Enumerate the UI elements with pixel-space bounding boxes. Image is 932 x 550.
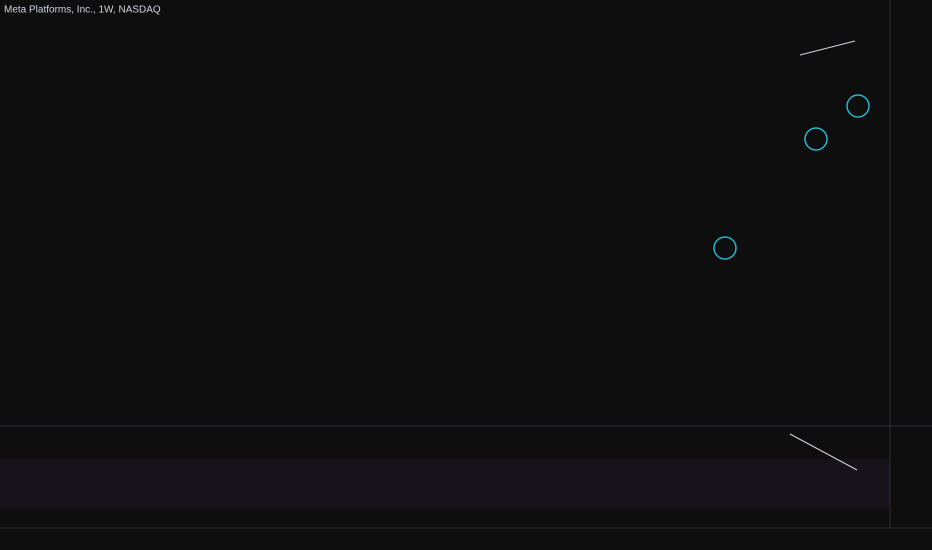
rsi-trend-line [789, 433, 858, 471]
annotation-circle [846, 94, 870, 118]
annotation-circle [804, 127, 828, 151]
chart-title: Meta Platforms, Inc., 1W, NASDAQ [4, 5, 161, 16]
rsi-band [0, 459, 890, 508]
trend-line [799, 40, 856, 56]
annotation-circle [713, 236, 737, 260]
